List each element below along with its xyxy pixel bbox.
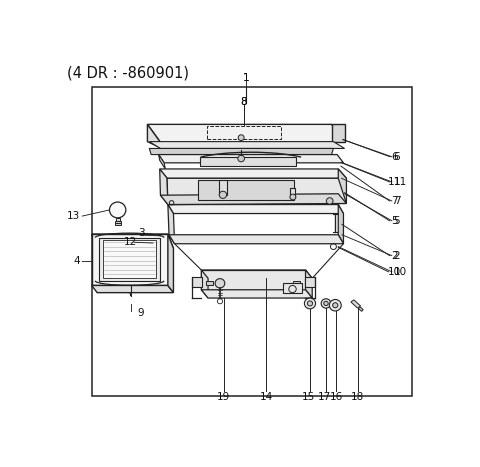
Text: 16: 16 [330,392,343,402]
Text: 1: 1 [243,73,249,83]
Polygon shape [147,124,345,142]
Circle shape [109,202,126,218]
Text: 7: 7 [392,196,398,206]
Polygon shape [169,235,344,244]
Polygon shape [158,155,344,163]
Text: 9: 9 [138,308,144,318]
Polygon shape [202,270,208,298]
Text: 11: 11 [394,177,407,187]
Text: 12: 12 [124,237,137,248]
Circle shape [307,301,312,306]
Text: 3: 3 [139,228,145,238]
Text: 18: 18 [351,392,364,402]
Text: 17: 17 [317,392,331,402]
Polygon shape [158,155,165,169]
Polygon shape [103,240,156,278]
Polygon shape [200,157,296,166]
Text: 2: 2 [392,251,398,261]
Text: 6: 6 [392,152,398,162]
Text: 10: 10 [388,267,401,277]
Polygon shape [147,124,160,148]
Circle shape [238,135,244,141]
Polygon shape [115,221,121,223]
Text: 8: 8 [240,97,247,106]
Polygon shape [168,234,173,293]
Text: 13: 13 [67,211,81,221]
Polygon shape [283,283,302,293]
Polygon shape [160,169,168,205]
Polygon shape [168,205,344,213]
Circle shape [238,156,244,162]
Circle shape [326,198,333,204]
Polygon shape [92,234,173,248]
Polygon shape [92,234,168,285]
Text: 11: 11 [388,177,401,187]
Polygon shape [305,270,312,298]
Polygon shape [202,270,305,290]
Polygon shape [149,142,345,149]
Polygon shape [305,277,315,287]
Text: 2: 2 [394,251,400,261]
Circle shape [321,299,331,308]
Polygon shape [290,188,296,197]
Polygon shape [332,124,345,142]
Circle shape [215,279,225,288]
Text: 14: 14 [260,392,273,402]
Polygon shape [198,180,294,200]
Polygon shape [115,223,121,225]
Polygon shape [206,281,213,285]
Polygon shape [338,205,344,244]
Text: 1: 1 [243,72,249,83]
Polygon shape [160,194,347,205]
Text: 19: 19 [217,392,230,402]
Text: 10: 10 [394,267,407,277]
Polygon shape [351,300,360,308]
Polygon shape [99,238,160,281]
Polygon shape [292,281,300,285]
Circle shape [329,299,341,311]
Polygon shape [168,205,175,244]
Circle shape [290,194,296,200]
Polygon shape [149,149,334,155]
Text: 8: 8 [240,97,247,106]
Polygon shape [202,270,312,278]
Polygon shape [167,178,347,205]
Bar [92,86,411,396]
Polygon shape [160,169,347,178]
Text: 6: 6 [394,152,400,162]
Polygon shape [116,218,120,221]
Text: (4 DR : -860901): (4 DR : -860901) [67,65,190,80]
Text: 4: 4 [74,256,81,266]
Text: 15: 15 [302,392,315,402]
Text: 5: 5 [394,216,400,226]
Text: 5: 5 [392,216,398,226]
Polygon shape [338,169,347,204]
Polygon shape [359,307,363,311]
Polygon shape [92,285,173,293]
Polygon shape [202,290,312,298]
Polygon shape [192,277,202,287]
Text: 7: 7 [394,196,400,206]
Circle shape [219,191,227,198]
Polygon shape [219,180,227,195]
Circle shape [333,303,338,308]
Circle shape [324,301,328,305]
Circle shape [304,298,315,309]
